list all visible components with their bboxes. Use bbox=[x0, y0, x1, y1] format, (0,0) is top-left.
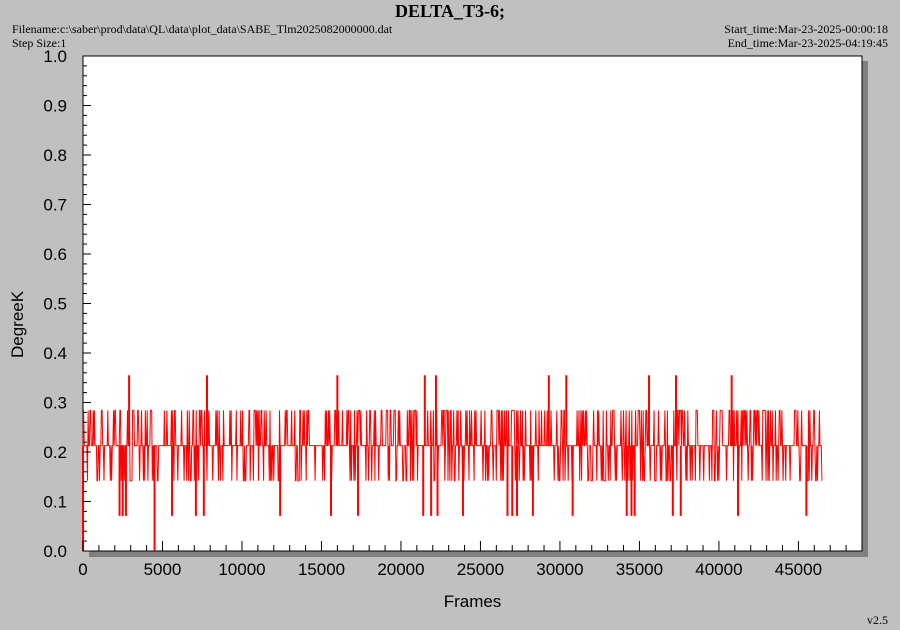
axis-layer: 0.0 0.1 0.2 0.3 0.4 0.5 0.6 0.7 0.8 0.9 1.0 0 5000 10… bbox=[43, 47, 847, 579]
x-tick-label: 5000 bbox=[144, 560, 182, 579]
end-time-label: End_time:Mar-23-2025-04:19:45 bbox=[727, 36, 888, 50]
x-tick-label: 45000 bbox=[775, 560, 822, 579]
y-tick-label: 0.3 bbox=[43, 394, 67, 413]
x-tick-label: 30000 bbox=[536, 560, 583, 579]
step-size-label: Step Size:1 bbox=[12, 36, 67, 50]
series-trace bbox=[82, 409, 823, 482]
series-layer bbox=[82, 375, 823, 551]
y-tick-label: 0.4 bbox=[43, 344, 67, 363]
x-tick-label: 15000 bbox=[298, 560, 345, 579]
y-axis-label: DegreeK bbox=[8, 290, 27, 358]
start-time-label: Start_time:Mar-23-2025-00:00:18 bbox=[724, 22, 888, 36]
plot-area bbox=[82, 55, 863, 552]
chart-title: DELTA_T3-6; bbox=[394, 1, 506, 21]
y-tick-label: 0.0 bbox=[43, 542, 67, 561]
x-axis-label: Frames bbox=[443, 592, 502, 611]
x-tick-label: 25000 bbox=[457, 560, 504, 579]
version-label: v2.5 bbox=[867, 613, 888, 627]
x-tick-label: 10000 bbox=[218, 560, 265, 579]
y-tick-label: 0.1 bbox=[43, 493, 67, 512]
x-tick-label: 35000 bbox=[616, 560, 663, 579]
y-tick-label: 0.5 bbox=[43, 295, 67, 314]
y-tick-label: 0.9 bbox=[43, 97, 67, 116]
x-tick-label: 0 bbox=[78, 560, 87, 579]
y-tick-label: 0.8 bbox=[43, 146, 67, 165]
y-tick-label: 0.2 bbox=[43, 443, 67, 462]
x-tick-label: 40000 bbox=[695, 560, 742, 579]
x-tick-label: 20000 bbox=[377, 560, 424, 579]
y-tick-label: 0.7 bbox=[43, 196, 67, 215]
y-tick-label: 0.6 bbox=[43, 245, 67, 264]
filename-label: Filename:c:\saber\prod\data\QL\data\plot… bbox=[12, 22, 393, 36]
y-tick-label: 1.0 bbox=[43, 47, 67, 66]
